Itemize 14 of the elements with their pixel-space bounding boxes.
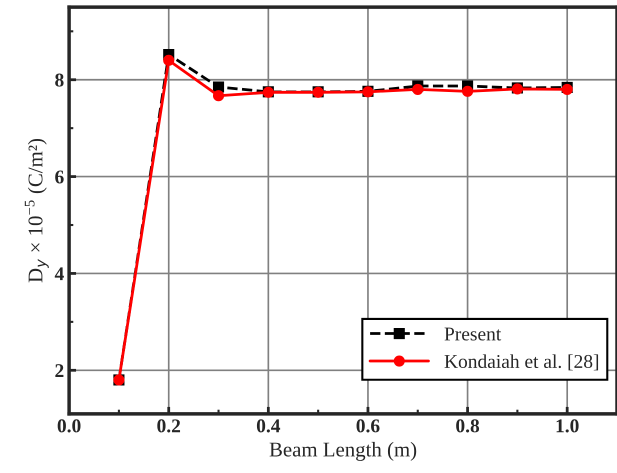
y-tick-label: 4: [54, 267, 64, 280]
y-tick-label: 6: [55, 170, 64, 184]
x-tick-label: 0.6: [356, 419, 380, 433]
y-tick-label: 8: [55, 74, 64, 87]
legend-label: Present: [444, 328, 502, 341]
x-tick-label: 1.0: [556, 419, 579, 433]
y-axis-title: D$_{y}$ × 10$^{−5}$ (C/m²): [24, 138, 49, 282]
y-tick-label: 2: [55, 364, 64, 378]
x-tick-label: 0.0: [58, 419, 81, 433]
x-tick-label: 0.8: [456, 419, 480, 433]
x-axis-title: Beam Length (m): [270, 442, 416, 461]
legend-label: Kondaiah et al. [28]: [444, 354, 598, 370]
x-tick-label: 0.2: [157, 419, 180, 433]
x-tick-label: 0.4: [256, 419, 280, 433]
